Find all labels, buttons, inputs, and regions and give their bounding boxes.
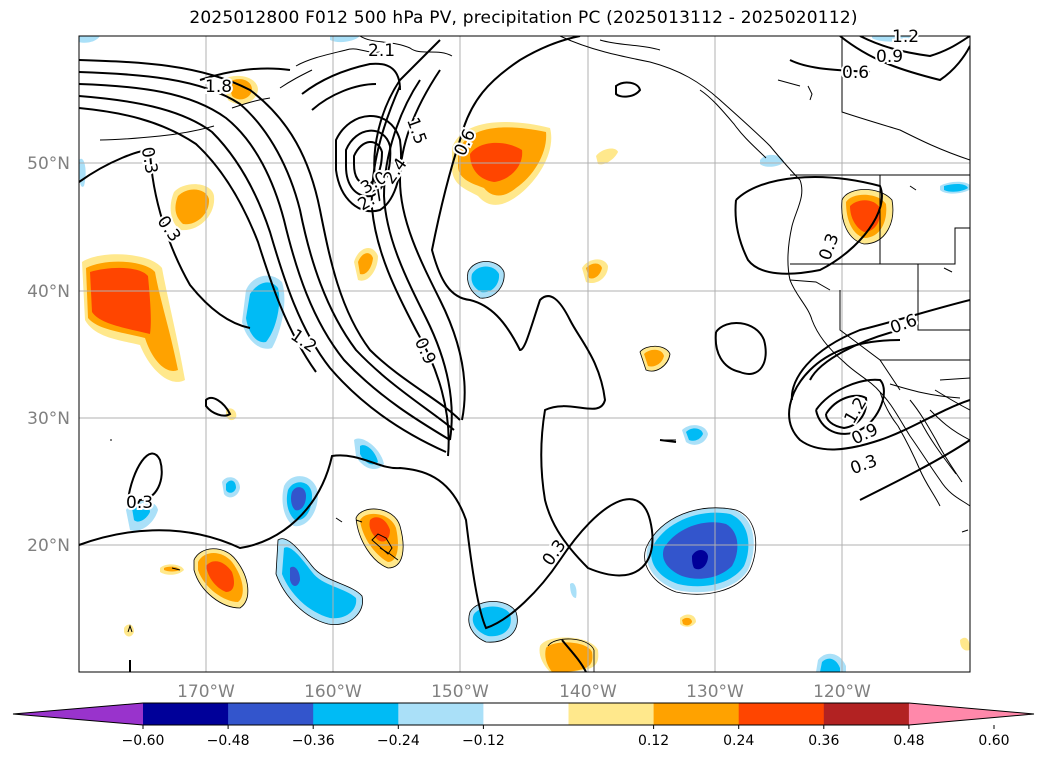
- colorbar: −0.60 −0.48 −0.36 −0.24 −0.12 0.12 0.24 0.36 0.4…: [12, 702, 1035, 749]
- colorbar-tick-label: −0.48: [207, 733, 250, 749]
- precipitation-shading: [79, 36, 970, 672]
- lon-label: 150°W: [431, 682, 489, 702]
- lat-label: 40°N: [27, 282, 70, 302]
- colorbar-tick-label: 0.36: [808, 733, 839, 749]
- colorbar-bin: [228, 703, 314, 725]
- colorbar-bin: [568, 703, 655, 725]
- contour-label: 1.8: [205, 77, 232, 97]
- colorbar-bin: [738, 703, 825, 725]
- pv-contours: [79, 36, 970, 672]
- colorbar-bin: [483, 703, 569, 725]
- map-title: 2025012800 F012 500 hPa PV, precipitatio…: [189, 8, 858, 28]
- colorbar-bin: [823, 703, 910, 725]
- contour-label: 1.2: [892, 27, 919, 47]
- graticule: [79, 36, 970, 672]
- coastlines: [99, 36, 970, 507]
- colorbar-tick-label: 0.60: [978, 733, 1009, 749]
- islands: [110, 79, 969, 633]
- lat-label: 30°N: [27, 409, 70, 429]
- thin-contours: [193, 189, 894, 672]
- contour-label: 2.1: [368, 41, 395, 61]
- map-panel: [79, 36, 970, 672]
- contour-label: 0.3: [126, 493, 153, 513]
- colorbar-tick-label: −0.36: [292, 733, 335, 749]
- colorbar-tick-label: −0.60: [122, 733, 165, 749]
- lon-label: 170°W: [177, 682, 235, 702]
- contour-label: 0.6: [842, 63, 869, 83]
- map-frame: [78, 35, 971, 673]
- colorbar-tick-label: 0.48: [893, 733, 924, 749]
- lon-label: 140°W: [559, 682, 617, 702]
- colorbar-extend-low: [13, 703, 143, 725]
- colorbar-tick-label: −0.24: [377, 733, 420, 749]
- colorbar-tick-label: 0.12: [638, 733, 669, 749]
- colorbar-bin: [313, 703, 399, 725]
- lat-label: 20°N: [27, 536, 70, 556]
- contour-label: 0.9: [876, 47, 903, 67]
- lon-label: 160°W: [304, 682, 362, 702]
- latitude-labels: 50°N 40°N 30°N 20°N: [27, 154, 70, 556]
- lon-label: 130°W: [686, 682, 744, 702]
- colorbar-extend-high: [908, 703, 1034, 725]
- colorbar-bin: [143, 703, 229, 725]
- lat-label: 50°N: [27, 154, 70, 174]
- lon-label: 120°W: [813, 682, 871, 702]
- colorbar-bin: [653, 703, 740, 725]
- colorbar-bin: [398, 703, 484, 725]
- colorbar-tick-label: −0.12: [462, 733, 505, 749]
- colorbar-tick-label: 0.24: [723, 733, 754, 749]
- longitude-labels: 170°W 160°W 150°W 140°W 130°W 120°W: [177, 682, 871, 702]
